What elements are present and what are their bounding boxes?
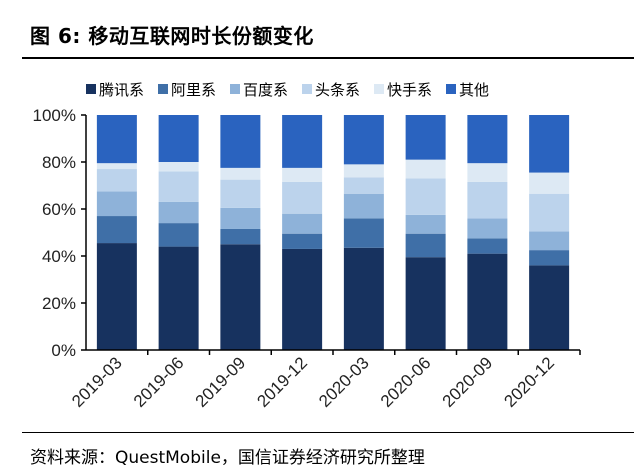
legend-swatch-2 (158, 84, 168, 94)
y-tick-label: 20% (42, 294, 76, 313)
x-tick-label: 2019-12 (253, 353, 311, 411)
bar-segment-4 (467, 181, 508, 219)
bar-segment-2 (96, 216, 137, 244)
bar-segment-6 (282, 115, 323, 168)
bar-segment-1 (343, 247, 384, 350)
bar-segment-2 (282, 233, 323, 249)
title-bar: 图 6: 移动互联网时长份额变化 (0, 0, 640, 58)
x-tick-label: 2020-12 (500, 353, 558, 411)
bar-segment-6 (96, 115, 137, 164)
bar-segment-3 (220, 207, 261, 229)
bar-segment-1 (467, 253, 508, 350)
legend-label-6: 其他 (459, 81, 489, 99)
bar-segment-2 (529, 250, 570, 266)
bar-segment-3 (158, 201, 199, 224)
bar-segment-3 (96, 191, 137, 217)
bar-segment-1 (282, 248, 323, 350)
bar-segment-3 (343, 193, 384, 219)
legend-label-1: 腾讯系 (99, 81, 144, 99)
y-tick-label: 0% (51, 341, 76, 360)
legend-swatch-3 (230, 84, 240, 94)
legend-label-2: 阿里系 (171, 81, 216, 99)
x-tick-label: 2019-09 (192, 353, 250, 411)
bar-segment-6 (158, 115, 199, 162)
bar-segment-2 (343, 218, 384, 248)
bar-segment-1 (220, 244, 261, 350)
stacked-bar-chart: 腾讯系 阿里系 百度系 头条系 快手系 其他 0% 20% 40% 60% 80% 100% 201… (33, 81, 581, 411)
bar-segment-2 (220, 228, 261, 245)
bar-segment-2 (158, 223, 199, 247)
bar-segment-1 (405, 257, 446, 350)
bar-segment-2 (467, 238, 508, 254)
bar-segment-5 (467, 163, 508, 182)
legend-swatch-4 (302, 84, 312, 94)
y-axis: 0% 20% 40% 60% 80% 100% (33, 106, 87, 360)
legend-label-3: 百度系 (243, 81, 288, 99)
bar-segment-5 (96, 163, 137, 170)
bar-segment-3 (467, 218, 508, 239)
legend-label-4: 头条系 (315, 81, 360, 99)
legend-swatch-1 (86, 84, 96, 94)
bar-series (96, 115, 570, 350)
x-tick-label: 2020-06 (377, 353, 435, 411)
x-tick-label: 2019-03 (68, 353, 126, 411)
bar-segment-6 (220, 115, 261, 168)
bar-segment-3 (529, 231, 570, 251)
bar-segment-1 (96, 243, 137, 350)
bar-segment-4 (529, 193, 570, 232)
bar-segment-5 (220, 167, 261, 180)
x-tick-label: 2020-03 (315, 353, 373, 411)
y-tick-label: 80% (42, 153, 76, 172)
bar-segment-5 (343, 164, 384, 178)
title-rule (22, 57, 634, 59)
bar-segment-4 (158, 171, 199, 202)
bar-segment-5 (282, 167, 323, 182)
bar-segment-5 (529, 172, 570, 194)
legend-label-5: 快手系 (387, 81, 432, 99)
x-tick-label: 2020-09 (439, 353, 497, 411)
bar-segment-1 (529, 265, 570, 350)
bar-segment-4 (96, 169, 137, 192)
y-tick-label: 100% (33, 106, 76, 125)
bar-segment-1 (158, 246, 199, 350)
bar-segment-4 (282, 181, 323, 214)
bar-segment-3 (405, 214, 446, 234)
bar-segment-6 (405, 115, 446, 160)
bar-segment-4 (343, 177, 384, 194)
source-note: 资料来源：QuestMobile，国信证券经济研究所整理 (30, 448, 425, 468)
source-rule (22, 432, 634, 433)
bar-segment-4 (405, 178, 446, 215)
legend-swatch-5 (374, 84, 384, 94)
legend-swatch-6 (446, 84, 456, 94)
bar-segment-6 (467, 115, 508, 164)
bar-segment-2 (405, 233, 446, 258)
x-tick-label: 2019-06 (130, 353, 188, 411)
bar-segment-4 (220, 179, 261, 208)
y-tick-label: 60% (42, 200, 76, 219)
figure-title: 图 6: 移动互联网时长份额变化 (30, 24, 314, 48)
chart-legend: 腾讯系 阿里系 百度系 头条系 快手系 其他 (86, 81, 489, 99)
bar-segment-6 (343, 115, 384, 165)
bar-segment-6 (529, 115, 570, 173)
bar-segment-5 (158, 162, 199, 172)
bar-segment-5 (405, 159, 446, 179)
x-axis: 2019-03 2019-06 2019-09 2019-12 2020-03 2020-… (68, 349, 581, 411)
bar-segment-3 (282, 213, 323, 234)
y-tick-label: 40% (42, 247, 76, 266)
